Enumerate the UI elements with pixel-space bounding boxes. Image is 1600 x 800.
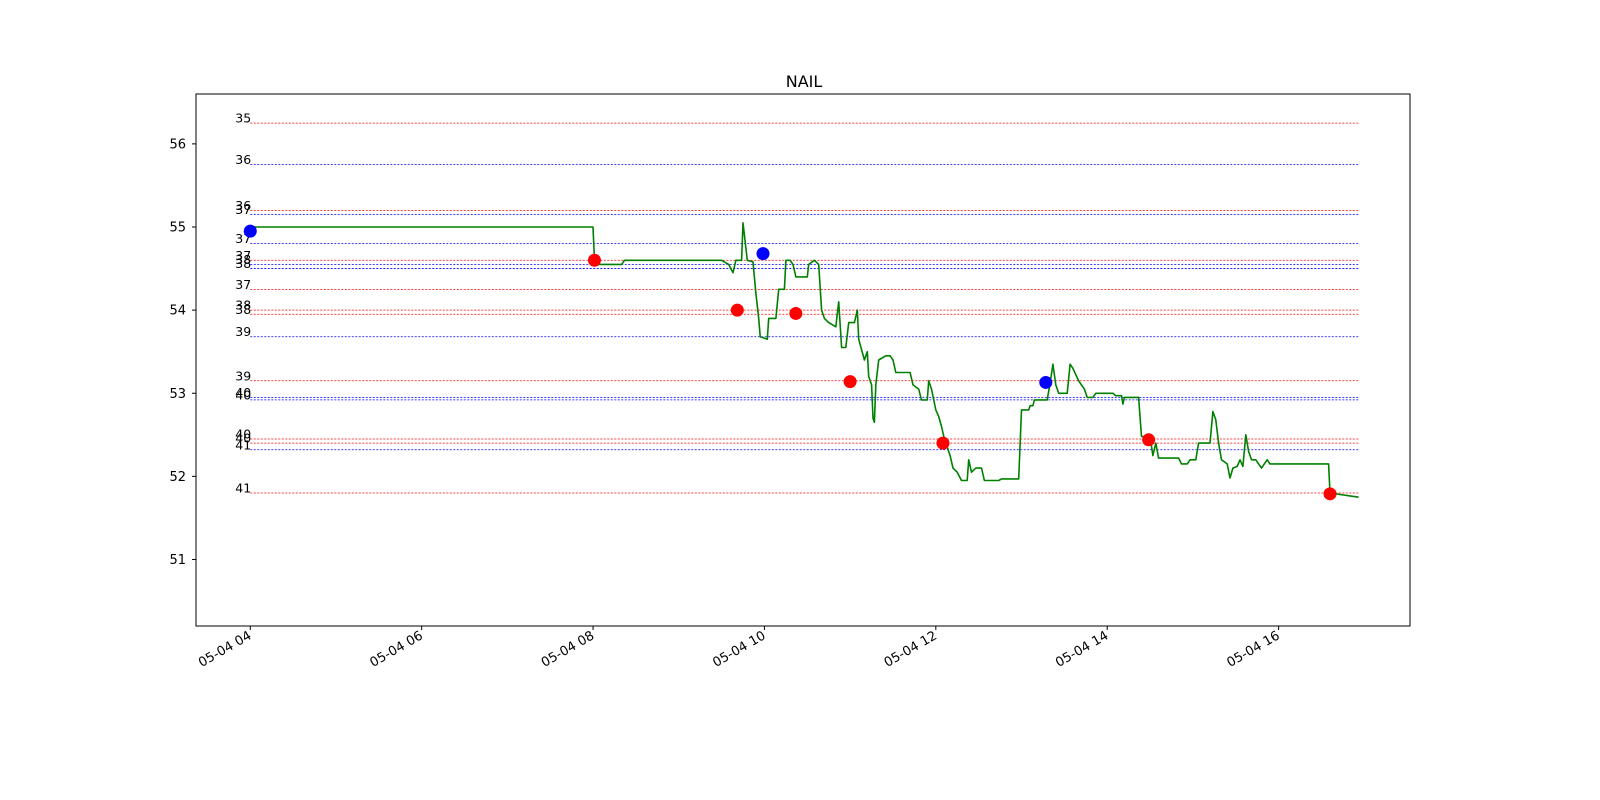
sell-marker (843, 375, 857, 389)
level-label: 40 (235, 431, 251, 446)
y-tick-label: 56 (169, 137, 186, 152)
level-label: 36 (235, 198, 251, 213)
y-tick-label: 55 (169, 221, 186, 236)
y-tick-label: 52 (169, 470, 186, 485)
y-tick-label: 54 (169, 304, 186, 319)
level-label: 38 (235, 302, 251, 317)
price-line-layer (250, 222, 1359, 498)
level-label: 35 (235, 111, 251, 126)
sell-marker (789, 306, 803, 320)
buy-marker (756, 247, 770, 261)
buy-marker (243, 224, 257, 238)
chart-title: NAIL (786, 72, 823, 91)
sell-marker (1323, 487, 1337, 501)
y-tick-label: 53 (169, 387, 186, 402)
level-label: 40 (235, 387, 251, 402)
level-label: 37 (235, 248, 251, 263)
level-label: 40 (235, 385, 251, 400)
level-label: 38 (235, 298, 251, 313)
y-tick-label: 51 (169, 553, 186, 568)
level-label: 39 (235, 368, 251, 383)
level-label: 38 (235, 252, 251, 267)
level-label: 41 (235, 437, 251, 452)
level-label: 41 (235, 481, 251, 496)
sell-marker (936, 436, 950, 450)
buy-marker (1039, 375, 1053, 389)
sell-marker (730, 303, 744, 317)
level-label: 38 (235, 256, 251, 271)
level-label: 36 (235, 152, 251, 167)
trade-markers (243, 224, 1337, 501)
sell-marker (1142, 433, 1156, 447)
level-label: 37 (235, 202, 251, 217)
plot-frame (195, 93, 1411, 627)
price-series-line (250, 222, 1359, 498)
level-label: 40 (235, 426, 251, 441)
level-label: 39 (235, 324, 251, 339)
level-label: 37 (235, 277, 251, 292)
sell-marker (587, 253, 601, 267)
